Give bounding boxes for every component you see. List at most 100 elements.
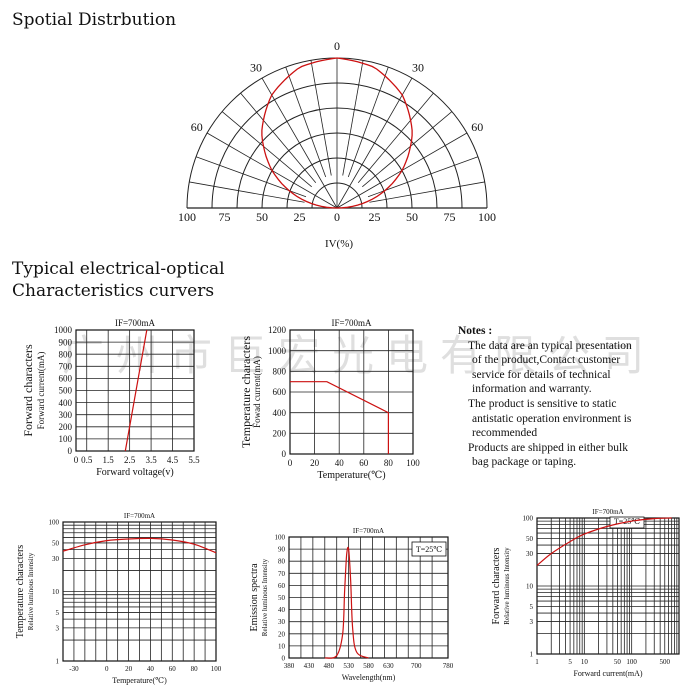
polar-radial-tick-label: 50: [256, 210, 268, 224]
spectrum-x-tick-label: 700: [411, 662, 422, 670]
spectrum-data-line: [324, 546, 369, 659]
ivcurve-y-tick-label: 300: [59, 410, 73, 420]
derating-x-tick-label: 20: [310, 458, 320, 468]
ivcurve-x-tick-label: 2.5: [124, 455, 136, 465]
ivcurve-y-tick-label: 800: [59, 349, 73, 359]
page-heading-typical-1: Typical electrical-optical: [12, 259, 225, 279]
spectrum-x-tick-label: 380: [284, 662, 295, 670]
spectrum-y-tick-label: 10: [278, 642, 286, 650]
tempint-y-tick-label: 3: [56, 624, 60, 632]
spectrum-x-tick-label: 630: [383, 662, 394, 670]
ifint-x-tick-label: 100: [626, 658, 637, 666]
polar-grid-spoke: [336, 77, 413, 209]
derating-y-tick-label: 200: [273, 428, 287, 438]
spectrum-x-tick-label: 580: [363, 662, 374, 670]
ifint-x-tick-label: 5: [568, 658, 572, 666]
derating-x-tick-label: 80: [384, 458, 394, 468]
derating-y-tick-label: 600: [273, 387, 287, 397]
notes-line: service for details of technical: [472, 368, 611, 381]
tempint-y-tick-label: 30: [52, 555, 60, 563]
notes-line: The product is sensitive to static: [468, 397, 617, 410]
watermark: 广州市巨宏光电有限公司: [62, 331, 657, 380]
ivcurve-y-tick-label: 700: [59, 361, 73, 371]
page-heading-typical-2: Characteristics curvers: [12, 281, 215, 301]
polar-radial-tick-label: 75: [444, 210, 456, 224]
derating-chart: 0 20 40 60 80 100020040060080010001200IF=700m…: [239, 318, 420, 481]
ivcurve-y-tick-label: 0: [68, 446, 73, 456]
polar-grid-spoke: [261, 77, 338, 209]
derating-y-axis-sublabel: Fowad current(mA): [252, 356, 262, 428]
ivcurve-y-axis-sublabel: Forward current(mA): [36, 352, 46, 430]
spectrum-y-tick-label: 40: [278, 606, 286, 614]
polar-grid-spoke: [362, 111, 453, 188]
ivcurve-y-tick-label: 900: [59, 337, 73, 347]
spectrum-y-tick-label: 60: [278, 582, 286, 590]
tempint-x-tick-label: 40: [147, 665, 155, 673]
polar-radial-tick-label: 100: [478, 210, 496, 224]
tempint-data-line: [62, 537, 217, 554]
spectrum-legend-text: T=25℃: [416, 545, 442, 554]
derating-y-tick-label: 800: [273, 366, 287, 376]
ivcurve-y-tick-label: 200: [59, 422, 73, 432]
ifint-y-axis-sublabel: Relative luminous Intensity: [503, 547, 511, 625]
polar-grid-spoke: [369, 181, 485, 203]
spectrum-y-tick-label: 70: [278, 570, 286, 578]
notes-panel: Notes : The data are an typical presenta…: [458, 324, 678, 470]
polar-grid-spoke: [357, 92, 434, 183]
polar-angle-label: 60: [471, 120, 483, 134]
derating-y-tick-label: 1000: [268, 346, 287, 356]
notes-line: bag package or taping.: [472, 456, 577, 469]
polar-radial-tick-label: 100: [178, 210, 196, 224]
polar-radial-tick-label: 25: [369, 210, 381, 224]
derating-y-axis-label: Temperature characters: [239, 336, 253, 448]
spectrum-y-tick-label: 80: [278, 558, 286, 566]
ifint-x-tick-label: 50: [614, 658, 622, 666]
tempint-x-tick-label: 20: [125, 665, 133, 673]
tempint-y-tick-label: 50: [52, 539, 60, 547]
notes-line: antistatic operation environment is: [472, 412, 632, 425]
derating-x-axis-label: Temperature(℃): [317, 470, 385, 481]
derating-y-tick-label: 400: [273, 408, 287, 418]
tempint-y-tick-label: 10: [52, 588, 60, 596]
tempint-x-tick-label: -30: [69, 665, 79, 673]
tempint-title: IF=700mA: [124, 512, 155, 520]
derating-x-tick-label: 60: [359, 458, 369, 468]
polar-grid-spoke: [221, 111, 312, 188]
derating-x-tick-label: 0: [288, 458, 293, 468]
page-heading-spatial: Spotial Distrbution: [12, 10, 177, 30]
spectrum-x-tick-label: 430: [304, 662, 315, 670]
ivcurve-y-tick-label: 600: [59, 374, 73, 384]
derating-x-tick-label: 40: [335, 458, 345, 468]
polar-radial-tick-label: 50: [406, 210, 418, 224]
spectrum-chart: 380 430 480 530 580 630 700 780 0 10 20 30 40 50 60 70 8…: [249, 527, 454, 682]
polar-axis-label: IV(%): [325, 238, 353, 250]
ifint-x-axis-label: Forward current(mA): [573, 669, 642, 678]
ivcurve-x-tick-label: 3.5: [145, 455, 157, 465]
spectrum-x-axis-label: Wavelength(nm): [342, 673, 396, 682]
ifint-y-tick-label: 30: [526, 550, 534, 558]
polar-radial-tick-label: 25: [294, 210, 306, 224]
ivcurve-title: IF=700mA: [115, 318, 156, 328]
polar-grid-spoke: [189, 181, 305, 203]
polar-grid-spoke: [240, 92, 317, 183]
tempint-x-tick-label: 100: [211, 665, 222, 673]
ifint-chart: 1 5 10 50 100 500 1 3 5 10 30 50 100 IF=700mA Forward …: [491, 508, 680, 678]
ifint-y-tick-label: 10: [526, 582, 534, 590]
ifint-data-line: [536, 517, 672, 566]
polar-grid-spoke: [310, 60, 332, 176]
ivcurve-chart: 0 0.5 1.5 2.5 3.5 4.5 5.5010020030040050060070…: [21, 318, 200, 478]
polar-angle-label: 30: [412, 61, 424, 75]
notes-line: Products are shipped in either bulk: [468, 441, 629, 454]
notes-line: The data are an typical presentation: [468, 339, 632, 352]
spectrum-x-tick-label: 530: [343, 662, 354, 670]
ifint-y-axis-label: Forward characters: [491, 547, 502, 624]
spectrum-y-axis-sublabel: Relative luminous Intensity: [261, 558, 269, 636]
ivcurve-x-axis-label: Forward voltage(v): [96, 467, 173, 478]
spectrum-y-tick-label: 90: [278, 546, 286, 554]
tempint-y-axis-sublabel: Relative luminous Intensity: [27, 552, 35, 630]
ivcurve-data-line: [124, 329, 148, 452]
polar-angle-label: 30: [250, 61, 262, 75]
spectrum-y-tick-label: 20: [278, 630, 286, 638]
tempint-x-tick-label: 80: [191, 665, 199, 673]
